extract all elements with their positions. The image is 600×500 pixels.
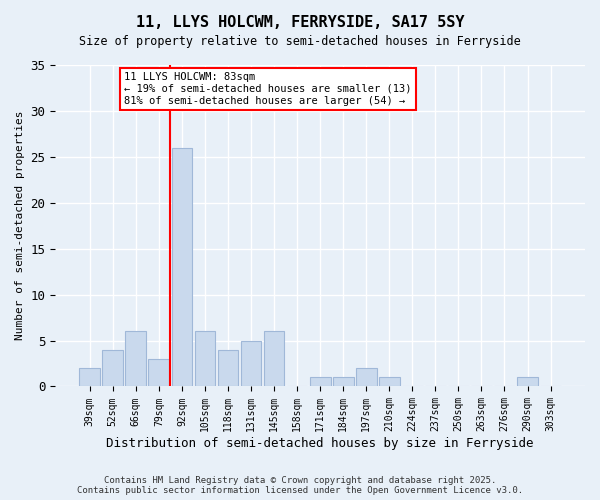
Bar: [379, 378, 400, 386]
Bar: [310, 378, 331, 386]
Bar: [125, 332, 146, 386]
Bar: [194, 332, 215, 386]
Bar: [356, 368, 377, 386]
Text: Size of property relative to semi-detached houses in Ferryside: Size of property relative to semi-detach…: [79, 35, 521, 48]
Bar: [172, 148, 192, 386]
Bar: [263, 332, 284, 386]
Bar: [148, 359, 169, 386]
Text: 11, LLYS HOLCWM, FERRYSIDE, SA17 5SY: 11, LLYS HOLCWM, FERRYSIDE, SA17 5SY: [136, 15, 464, 30]
Bar: [241, 340, 262, 386]
Text: 11 LLYS HOLCWM: 83sqm
← 19% of semi-detached houses are smaller (13)
81% of semi: 11 LLYS HOLCWM: 83sqm ← 19% of semi-deta…: [124, 72, 412, 106]
Bar: [103, 350, 123, 387]
X-axis label: Distribution of semi-detached houses by size in Ferryside: Distribution of semi-detached houses by …: [106, 437, 534, 450]
Bar: [517, 378, 538, 386]
Text: Contains HM Land Registry data © Crown copyright and database right 2025.
Contai: Contains HM Land Registry data © Crown c…: [77, 476, 523, 495]
Bar: [333, 378, 353, 386]
Bar: [79, 368, 100, 386]
Bar: [218, 350, 238, 387]
Y-axis label: Number of semi-detached properties: Number of semi-detached properties: [15, 111, 25, 340]
